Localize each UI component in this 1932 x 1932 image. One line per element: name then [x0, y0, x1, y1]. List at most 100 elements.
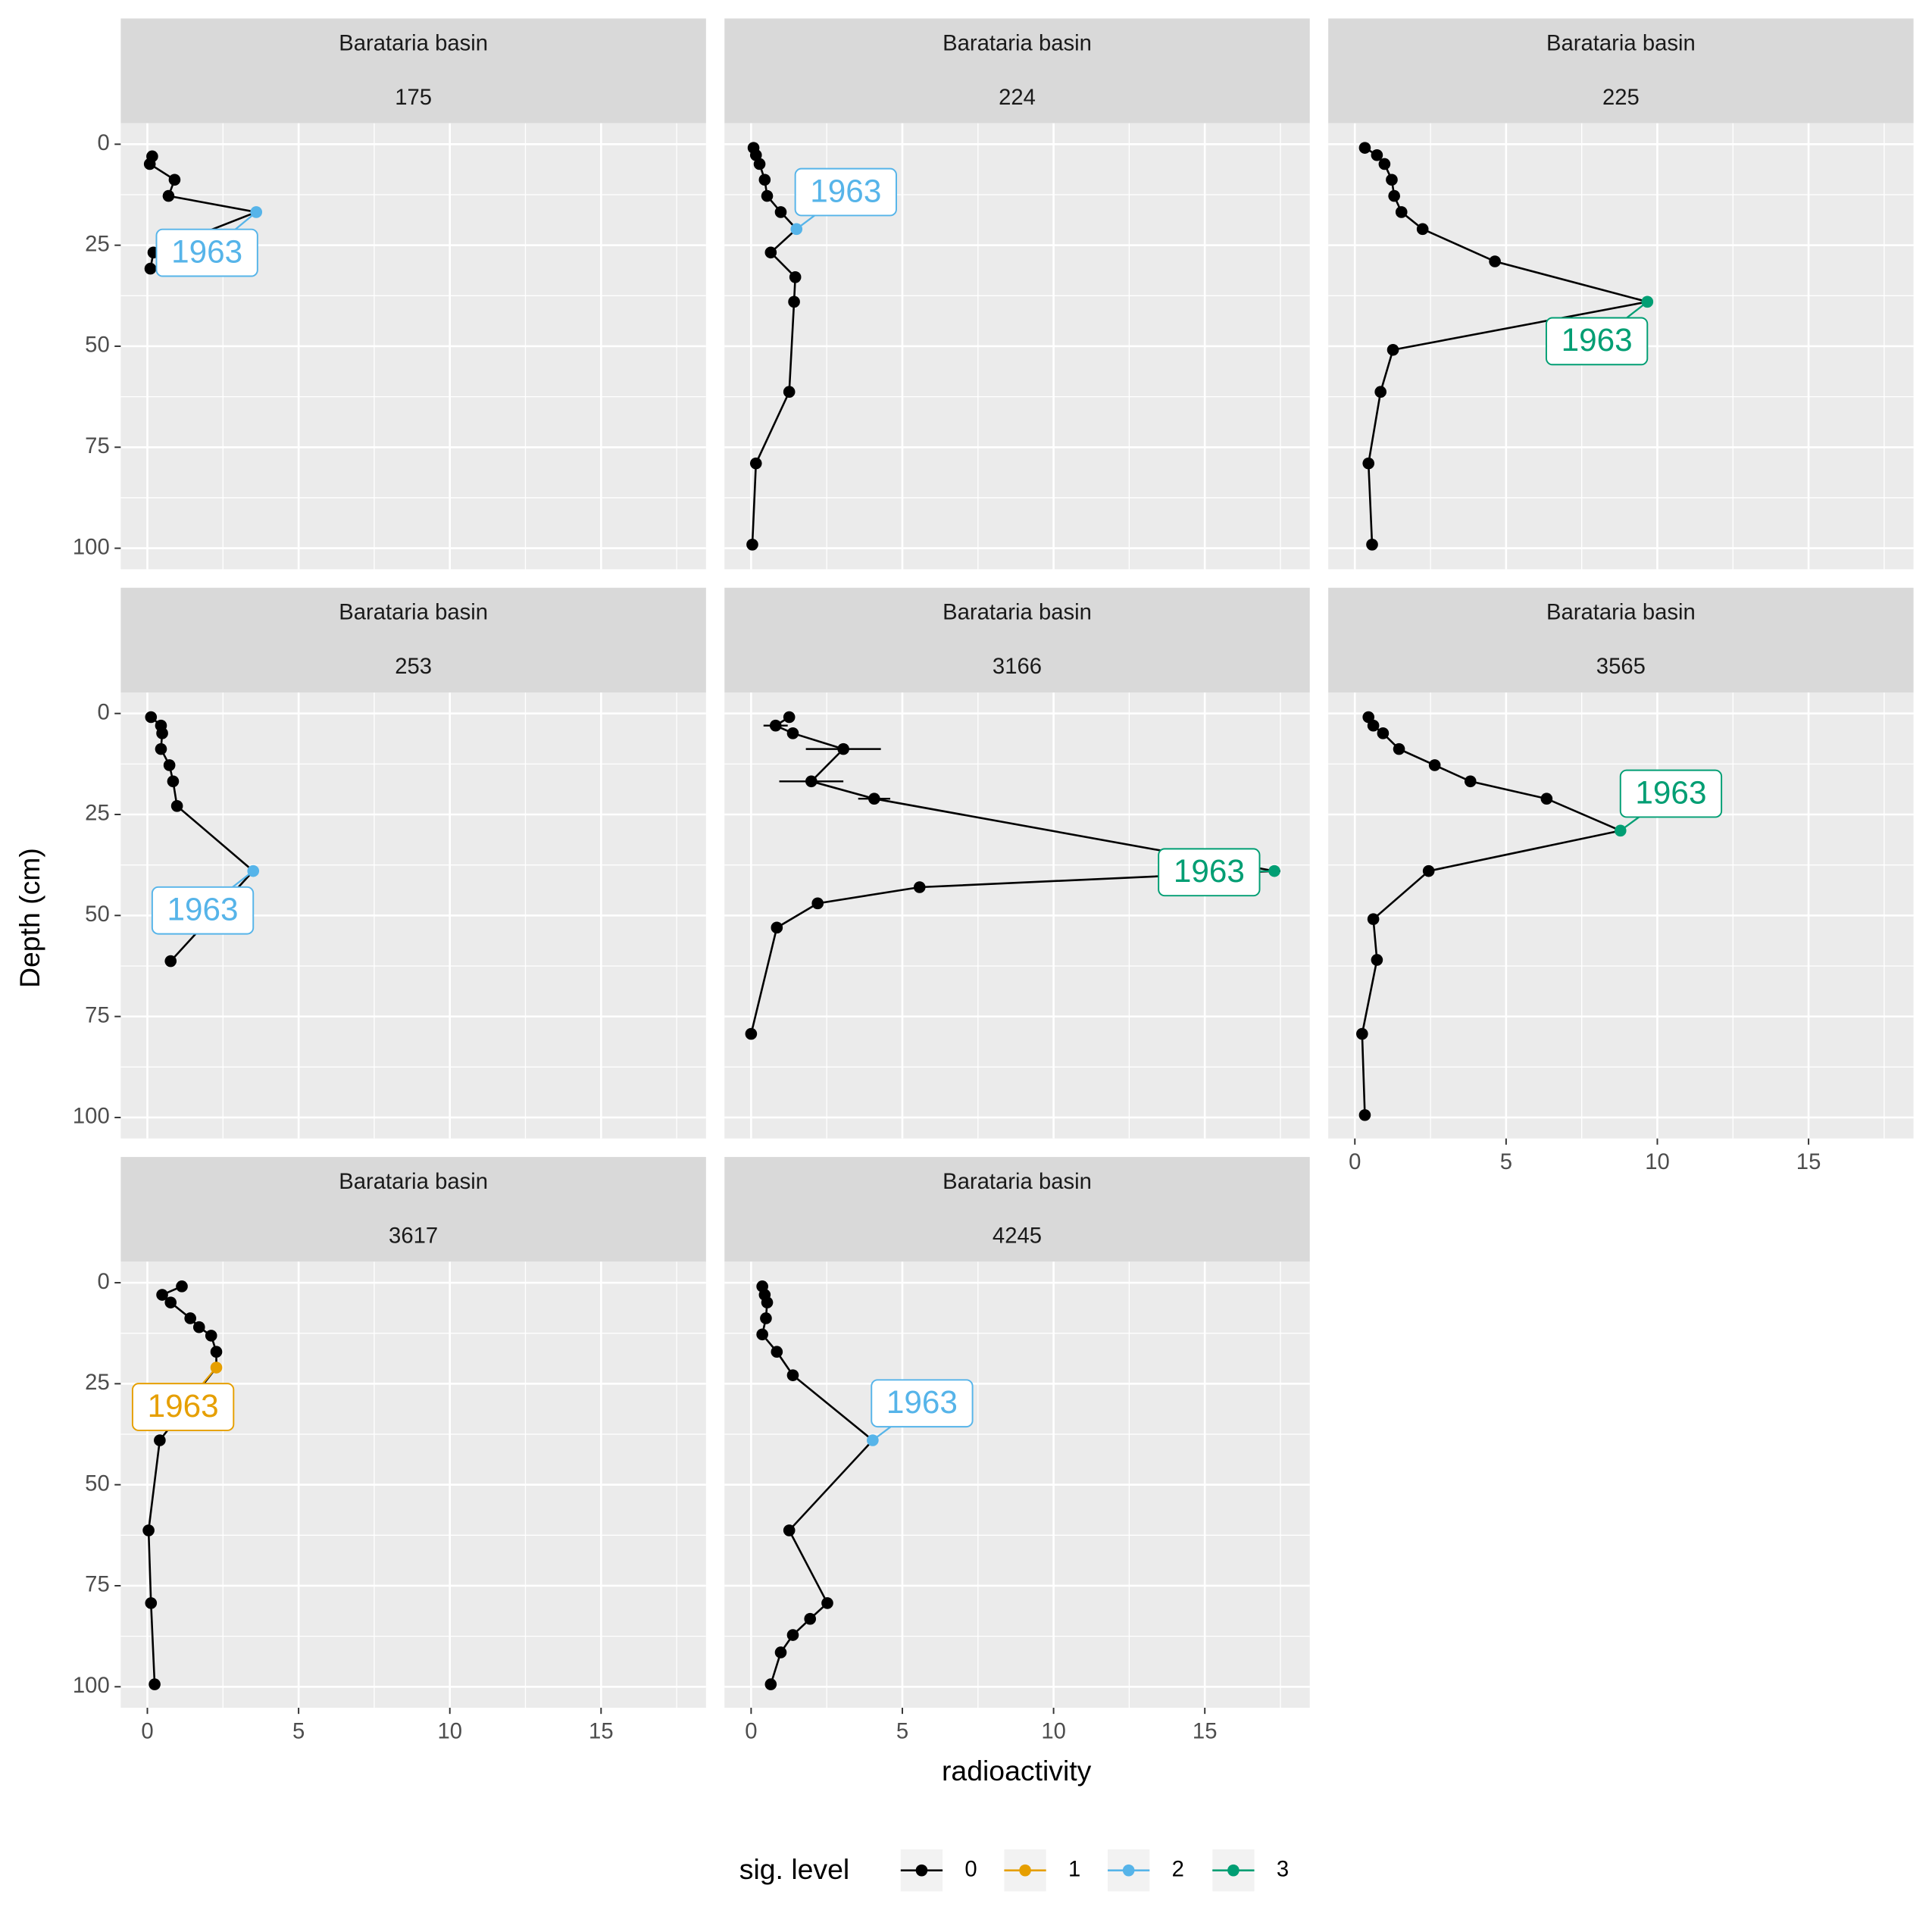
- x-tick-label: 0: [745, 1719, 757, 1743]
- data-point: [1371, 954, 1383, 966]
- legend-point: [1122, 1864, 1135, 1877]
- y-tick-label: 75: [85, 1003, 110, 1027]
- data-point: [868, 792, 880, 805]
- annotation-label: 1963: [171, 233, 242, 269]
- data-point: [1374, 386, 1386, 399]
- data-point: [1378, 158, 1391, 170]
- legend-label: 2: [1172, 1857, 1184, 1881]
- annotation-label: 1963: [148, 1388, 219, 1424]
- data-point: [771, 921, 783, 934]
- strip-label: Barataria basin: [1546, 31, 1696, 55]
- strip-label: Barataria basin: [943, 601, 1092, 625]
- data-point: [786, 727, 799, 739]
- x-tick-label: 5: [292, 1719, 305, 1743]
- strip-label: Barataria basin: [339, 1170, 488, 1194]
- data-point: [145, 1597, 158, 1609]
- strip-label: Barataria basin: [943, 1170, 1092, 1194]
- data-point: [1367, 913, 1380, 925]
- y-tick-label: 25: [85, 802, 110, 826]
- data-point: [1416, 223, 1429, 236]
- y-tick-label: 0: [97, 700, 109, 724]
- y-tick-label: 75: [85, 434, 110, 458]
- data-point: [753, 158, 766, 170]
- data-point: [1388, 189, 1400, 202]
- data-point: [1371, 148, 1383, 161]
- data-point: [1358, 1108, 1371, 1121]
- data-point: [1386, 343, 1399, 356]
- strip: [724, 587, 1310, 692]
- data-point: [167, 775, 180, 788]
- strip: [120, 18, 706, 123]
- data-point: [164, 1296, 177, 1308]
- strip-label: 3565: [1596, 655, 1646, 679]
- strip-label: 4245: [993, 1224, 1042, 1249]
- data-point: [769, 719, 782, 732]
- data-point: [756, 1328, 768, 1341]
- data-point: [143, 158, 156, 170]
- data-point: [1356, 1027, 1368, 1040]
- data-point: [1393, 742, 1405, 755]
- strip-label: 175: [395, 86, 432, 110]
- strip-label: Barataria basin: [1546, 601, 1696, 625]
- data-point: [1367, 719, 1380, 732]
- annotation-label: 1963: [1174, 853, 1245, 889]
- legend-point: [1019, 1864, 1031, 1877]
- strip: [724, 18, 1310, 123]
- annotation-box: [1158, 848, 1261, 897]
- annotation-label: 1963: [810, 173, 881, 208]
- y-tick-label: 0: [97, 131, 109, 155]
- data-point: [746, 539, 758, 551]
- data-point: [749, 148, 762, 161]
- data-point: [148, 1678, 161, 1690]
- data-point: [821, 1597, 833, 1609]
- y-tick-label: 100: [73, 1674, 110, 1698]
- data-point: [1366, 539, 1378, 551]
- strip-label: 253: [395, 655, 432, 679]
- x-tick-label: 15: [1193, 1719, 1218, 1743]
- x-tick-label: 0: [1349, 1150, 1361, 1174]
- legend-point: [915, 1864, 928, 1877]
- data-point: [789, 270, 802, 283]
- data-point: [761, 189, 774, 202]
- x-tick-label: 15: [589, 1719, 614, 1743]
- data-point: [764, 1678, 777, 1690]
- x-tick-label: 10: [1645, 1150, 1670, 1174]
- x-tick-label: 5: [1500, 1150, 1512, 1174]
- data-point: [1362, 457, 1375, 470]
- y-tick-label: 50: [85, 902, 110, 927]
- strip: [724, 1157, 1310, 1262]
- data-point: [1395, 206, 1408, 218]
- x-tick-label: 15: [1796, 1150, 1821, 1174]
- data-point: [176, 1280, 188, 1293]
- x-tick-label: 0: [141, 1719, 153, 1743]
- legend-label: 3: [1277, 1857, 1289, 1881]
- data-point: [804, 1612, 817, 1625]
- data-point: [774, 1646, 787, 1658]
- data-point: [771, 1346, 783, 1358]
- data-point: [1422, 864, 1435, 877]
- data-point: [745, 1027, 758, 1040]
- data-point: [1540, 792, 1553, 805]
- legend-title: sig. level: [739, 1853, 849, 1885]
- strip-label: Barataria basin: [339, 601, 488, 625]
- strip-label: 3617: [389, 1224, 438, 1249]
- data-point: [184, 1312, 197, 1324]
- legend-label: 1: [1068, 1857, 1080, 1881]
- y-axis-title: Depth (cm): [14, 848, 45, 988]
- data-point: [783, 386, 796, 399]
- strip-label: Barataria basin: [943, 31, 1092, 55]
- x-tick-label: 10: [1041, 1719, 1066, 1743]
- data-point: [783, 1524, 796, 1537]
- x-axis-title: radioactivity: [942, 1755, 1092, 1787]
- data-point: [760, 1312, 772, 1324]
- data-point: [837, 742, 849, 755]
- legend-label: 0: [964, 1857, 977, 1881]
- annotation-label: 1963: [167, 892, 239, 927]
- strip-label: Barataria basin: [339, 31, 488, 55]
- y-tick-label: 100: [73, 1105, 110, 1129]
- data-point: [162, 189, 175, 202]
- data-point: [761, 1296, 774, 1308]
- x-tick-label: 5: [896, 1719, 908, 1743]
- data-point: [764, 246, 777, 259]
